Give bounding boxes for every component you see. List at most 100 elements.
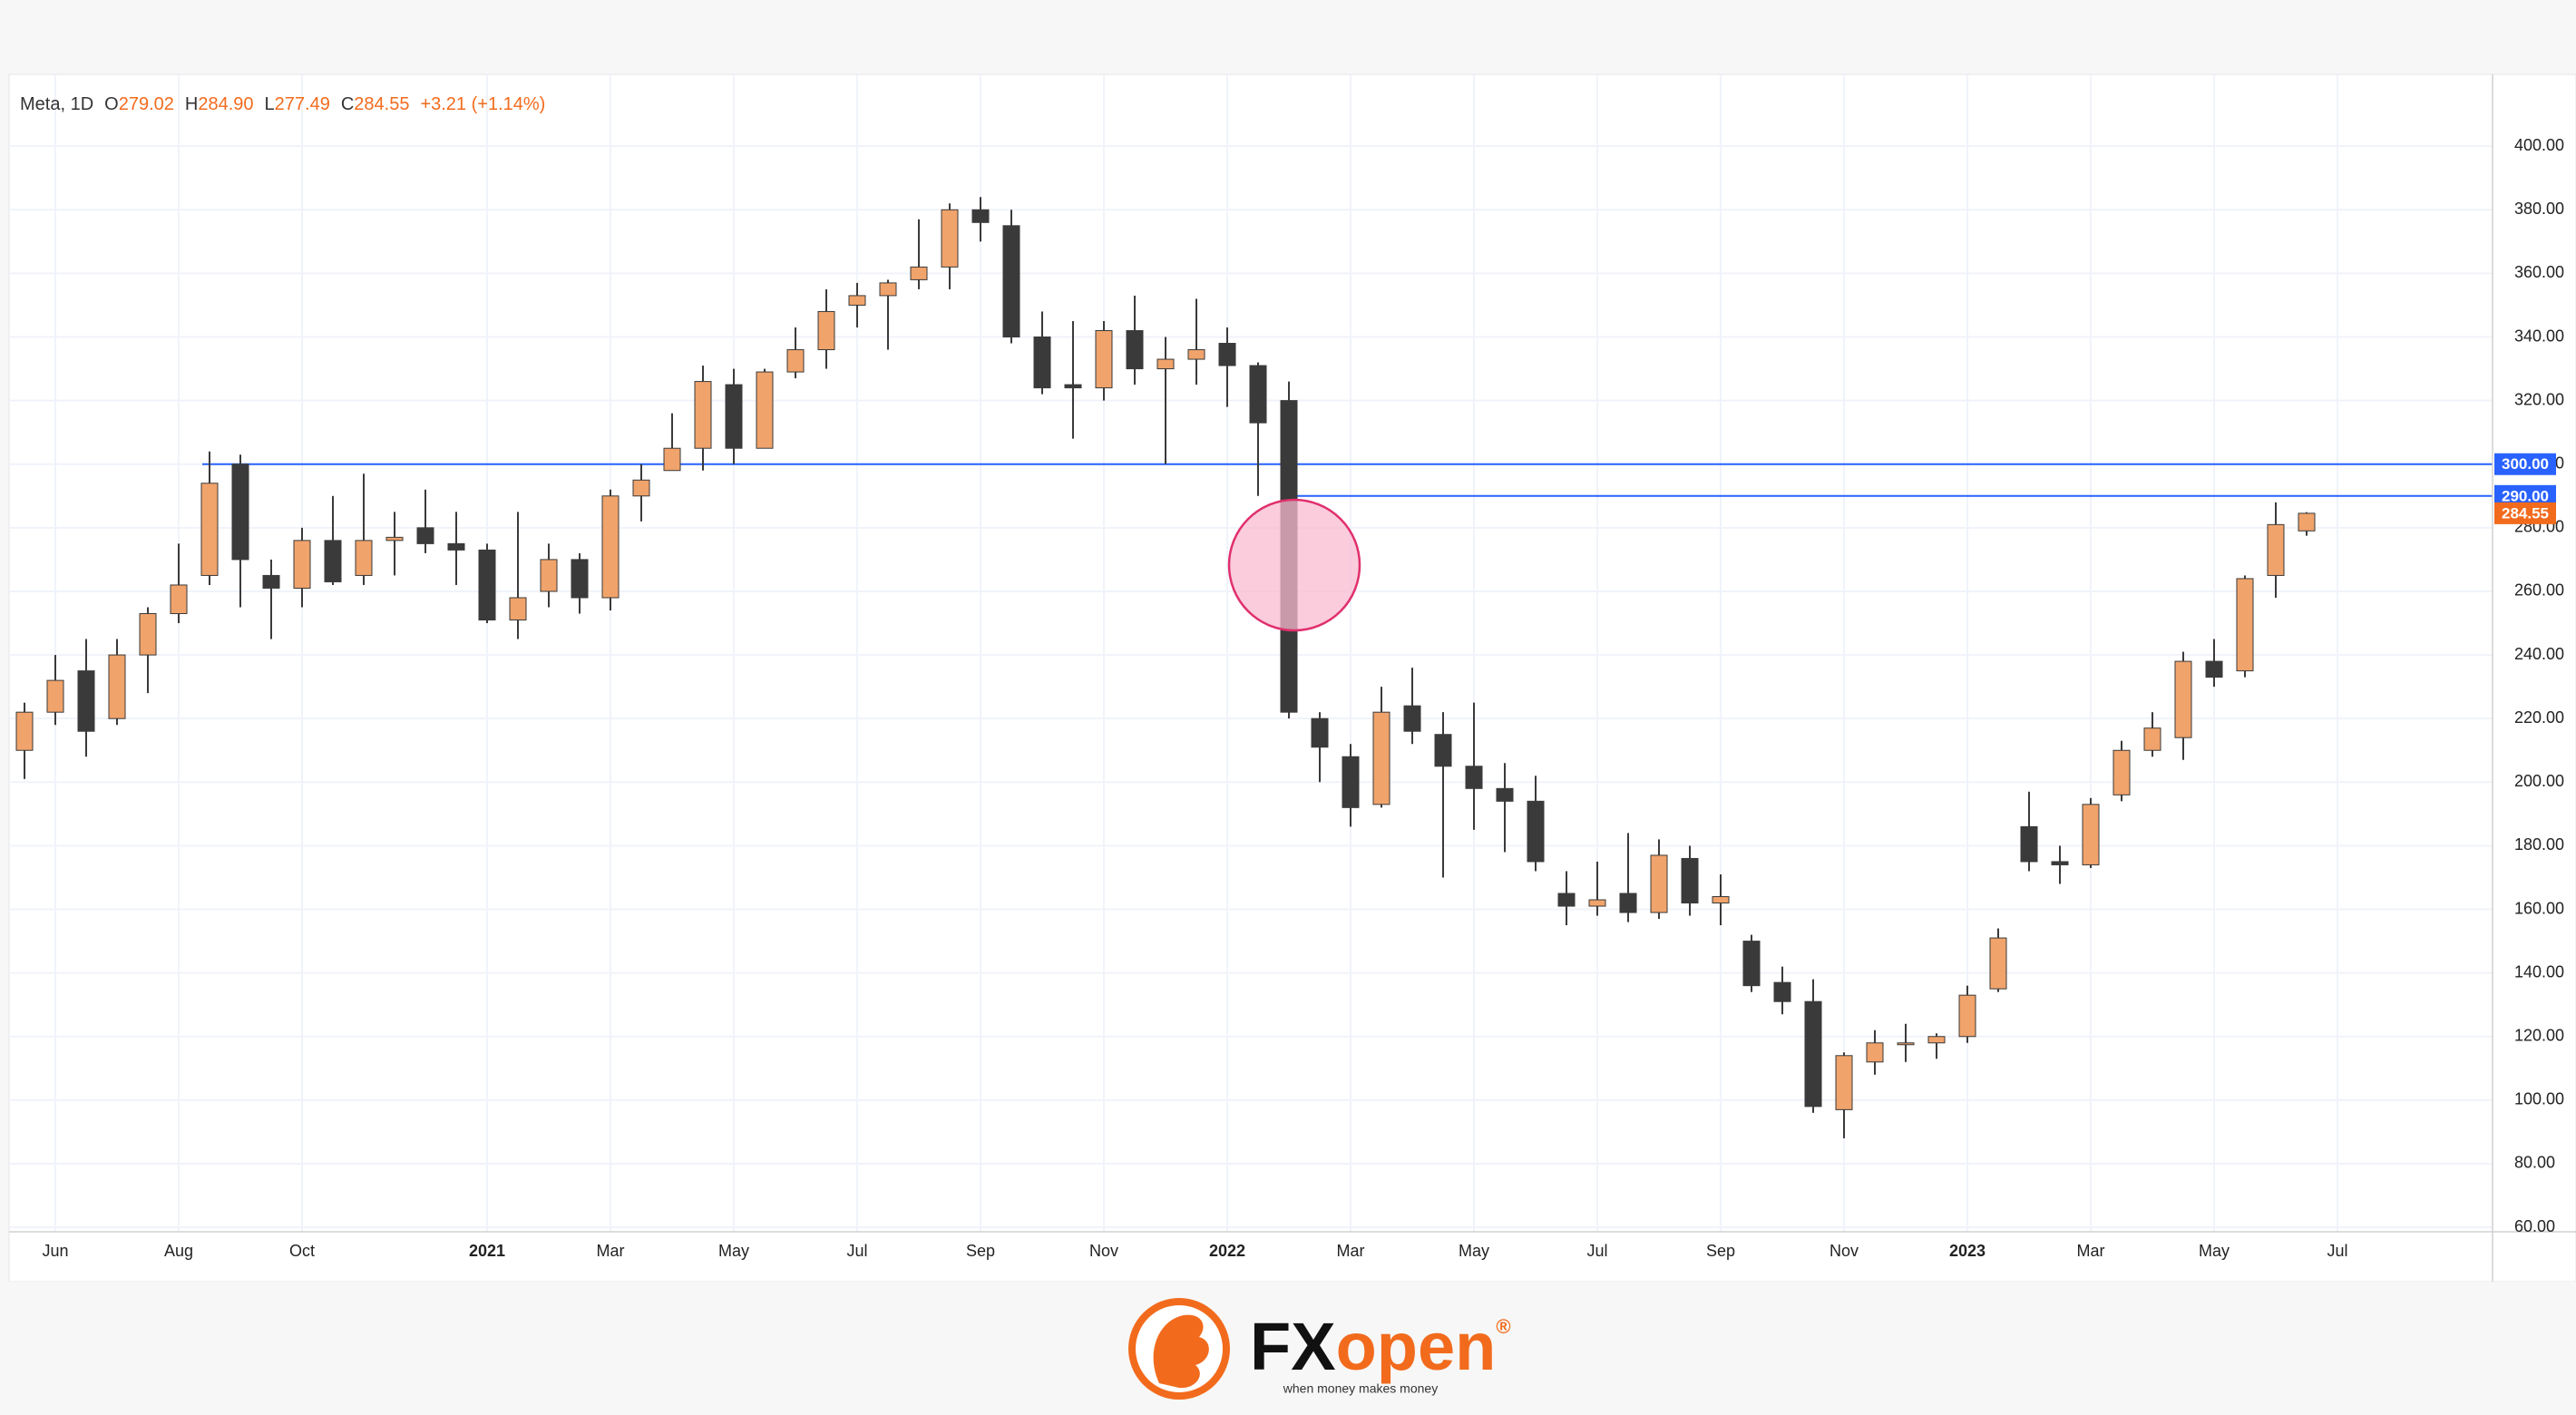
candle-body (355, 540, 373, 576)
candle-body (1218, 343, 1236, 366)
candle-body (170, 584, 188, 614)
candle-body (1712, 896, 1730, 904)
y-tick-label: 140.00 (2514, 962, 2564, 981)
candle-body (1311, 717, 1329, 748)
candle-body (1064, 384, 1082, 389)
x-tick-label: 2023 (1949, 1242, 1986, 1260)
candle-body (1804, 1000, 1822, 1108)
candle-body (1372, 711, 1390, 805)
candle-body (262, 574, 280, 589)
candle-body (1958, 994, 1976, 1038)
candle-body (663, 447, 681, 472)
brand-open: open (1336, 1309, 1497, 1384)
x-tick-label: Nov (1089, 1242, 1118, 1260)
candle-body (1342, 756, 1360, 808)
candle-body (910, 266, 928, 280)
y-tick-label: 120.00 (2514, 1027, 2564, 1045)
candle-body (941, 209, 959, 268)
tagline: when money makes money (1283, 1381, 1438, 1396)
candle-body (1403, 705, 1421, 732)
x-tick-label: 2022 (1209, 1242, 1245, 1260)
candle-body (447, 542, 465, 551)
candle-body (1773, 981, 1791, 1002)
candle-body (1897, 1042, 1915, 1046)
symbol: Meta, 1D (20, 94, 93, 114)
candle-body (632, 479, 650, 497)
candle-body (2236, 578, 2254, 672)
brand: FXopen® (1250, 1309, 1511, 1384)
y-tick-label: 200.00 (2514, 772, 2564, 790)
last-price-label: 284.55 (2502, 504, 2549, 522)
y-tick-label: 220.00 (2514, 708, 2564, 727)
x-tick-label: Sep (1706, 1242, 1735, 1260)
price-box (2494, 453, 2556, 475)
y-tick-label: 260.00 (2514, 581, 2564, 600)
last-price-box (2494, 502, 2556, 524)
x-tick-label: Jul (1586, 1242, 1607, 1260)
x-tick-label: Jul (2327, 1242, 2347, 1260)
candle-body (1465, 766, 1483, 789)
candle-body (2205, 660, 2223, 678)
candle-body (1496, 787, 1514, 802)
y-tick-label: 160.00 (2514, 899, 2564, 917)
candle-body (1249, 365, 1267, 424)
fxopen-logo: FXopen® when money makes money (1128, 1298, 1511, 1400)
candle-body (2051, 861, 2069, 865)
candle-body (1434, 734, 1452, 767)
legend-prefix: O (104, 94, 119, 114)
x-tick-label: Jun (42, 1242, 68, 1260)
axes: 60.00 80.00 100.00 120.00 140.00 160.00 180.00… (42, 136, 2564, 1260)
y-tick-label: 400.00 (2514, 136, 2564, 154)
candle-body (2143, 727, 2161, 751)
y-tick-label: 180.00 (2514, 835, 2564, 854)
y-tick-label: 340.00 (2514, 327, 2564, 345)
candle-body (725, 384, 743, 449)
candle-body (200, 483, 219, 576)
x-tick-label: 2021 (469, 1242, 505, 1260)
x-tick-label: Mar (2077, 1242, 2105, 1260)
candle-body (1126, 329, 1144, 370)
x-tick-label: Oct (289, 1242, 315, 1260)
candle-body (77, 670, 95, 732)
candle-body (601, 495, 620, 599)
candle-body (2020, 825, 2038, 863)
candle-body (385, 536, 404, 542)
candle-body (694, 381, 712, 449)
legend-prefix: C (341, 94, 354, 114)
candle-body (540, 559, 558, 592)
candle-body (1742, 941, 1761, 987)
legend-change: +3.21 (+1.14%) (420, 94, 545, 114)
x-tick-label: Sep (966, 1242, 995, 1260)
candle-body (1650, 854, 1668, 913)
candle-body (1619, 893, 1637, 913)
candle-body (1002, 225, 1020, 338)
candle-body (817, 310, 835, 351)
brand-fx: FX (1250, 1309, 1336, 1384)
candle-body (1156, 358, 1175, 370)
candle-body (1187, 349, 1205, 360)
candle-body (848, 295, 866, 306)
candle-body (108, 654, 126, 719)
legend-prefix: L (265, 94, 275, 114)
candle-body (478, 549, 496, 621)
candle-body (416, 527, 434, 544)
candle-body (786, 349, 805, 373)
footer-band (0, 1282, 2576, 1415)
y-tick-label: 60.00 (2514, 1217, 2555, 1235)
x-tick-label: Aug (164, 1242, 193, 1260)
candle-body (1557, 893, 1576, 907)
candle-body (1835, 1055, 1853, 1110)
candle-body (571, 559, 589, 599)
legend-value: 284.90 (198, 94, 253, 114)
candle-body (1989, 937, 2007, 990)
x-tick-label: Jul (846, 1242, 867, 1260)
candle-body (1866, 1042, 1884, 1063)
candle-body (971, 209, 990, 223)
candle-body (324, 540, 342, 582)
ohlc-legend: Meta, 1D O279.02 H284.90 L277.49 C284.55 +3.2… (20, 94, 545, 114)
y-tick-label: 380.00 (2514, 200, 2564, 218)
candle-body (1927, 1036, 1946, 1044)
candles (15, 197, 2493, 1138)
